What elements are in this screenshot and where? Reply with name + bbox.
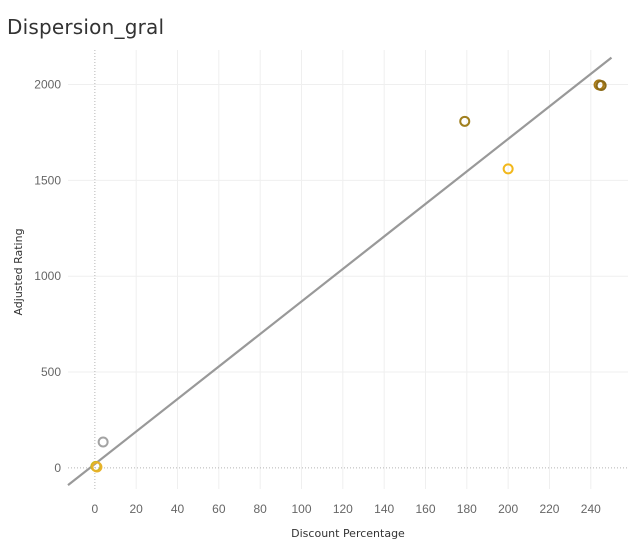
y-tick-label: 0 <box>54 461 61 475</box>
scatter-point <box>502 163 514 175</box>
grid-lines <box>68 50 628 489</box>
x-tick-label: 100 <box>291 502 311 516</box>
x-tick-label: 240 <box>581 502 601 516</box>
x-tick-label: 60 <box>212 502 226 516</box>
x-tick-label: 140 <box>374 502 394 516</box>
x-tick-label: 180 <box>457 502 477 516</box>
x-tick-label: 40 <box>171 502 185 516</box>
x-axis-title: Discount Percentage <box>291 527 405 540</box>
y-tick-label: 500 <box>41 365 61 379</box>
zero-reference-lines <box>68 50 628 489</box>
x-tick-label: 0 <box>92 502 99 516</box>
scatter-point <box>595 79 607 91</box>
scatter-point <box>91 461 103 473</box>
chart-title: Dispersion_gral <box>7 15 165 39</box>
x-tick-label: 200 <box>498 502 518 516</box>
x-axis-ticks: 0 20 40 60 80 100 120 140 160 180 200 220 240 <box>92 502 602 516</box>
x-tick-label: 20 <box>130 502 144 516</box>
x-tick-label: 160 <box>415 502 435 516</box>
trend-line-group <box>67 56 613 487</box>
y-tick-label: 1500 <box>34 173 61 187</box>
y-tick-label: 2000 <box>34 78 61 92</box>
scatter-point <box>459 115 471 127</box>
x-tick-label: 220 <box>539 502 559 516</box>
y-tick-label: 1000 <box>34 269 61 283</box>
data-points <box>90 79 607 473</box>
trend-line <box>67 56 613 487</box>
x-tick-label: 80 <box>253 502 267 516</box>
x-tick-label: 120 <box>333 502 353 516</box>
y-axis-title: Adjusted Rating <box>12 228 25 315</box>
y-axis-ticks: 0 500 1000 1500 2000 <box>34 78 61 475</box>
scatter-point <box>97 436 109 448</box>
